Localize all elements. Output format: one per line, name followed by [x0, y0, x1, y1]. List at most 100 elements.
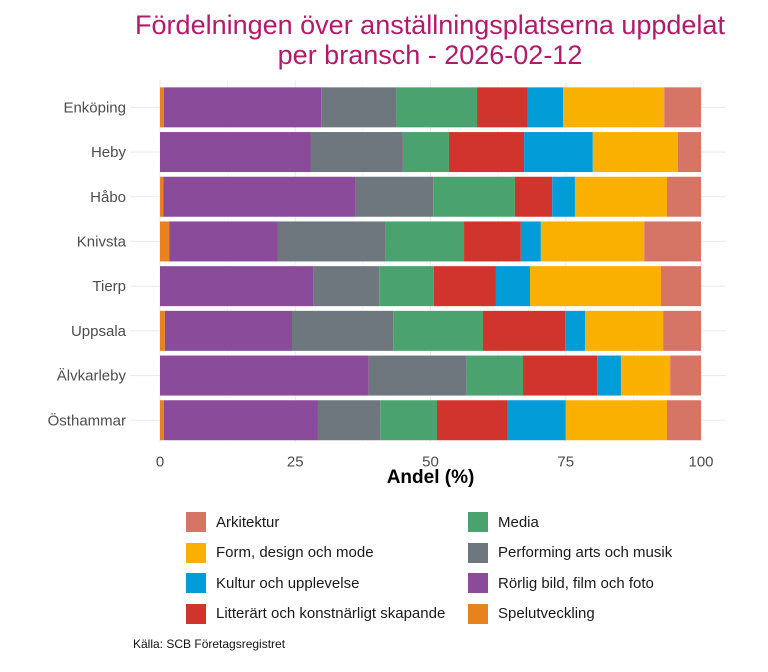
bar-segment [163, 400, 318, 441]
legend-swatch [186, 512, 206, 532]
legend-label: Spelutveckling [498, 605, 595, 622]
bar-segment [368, 355, 467, 396]
bar-segment [292, 310, 394, 351]
legend-item: Performing arts och musik [468, 542, 672, 564]
bar-segment [540, 221, 645, 262]
bar-segment [448, 132, 525, 173]
bar-segment [523, 355, 598, 396]
y-tick-label: Uppsala [71, 323, 127, 340]
bar-segment [670, 355, 701, 396]
legend-swatch [186, 542, 206, 563]
bar-segment [433, 176, 515, 217]
y-axis-labels: Enköping Heby Håbo Knivsta Tierp Uppsala Älvka… [48, 99, 127, 429]
bar-segment [379, 266, 434, 307]
bar-segment [514, 176, 553, 217]
bar-segment [530, 266, 661, 307]
legend-swatch [186, 603, 206, 624]
bar-segment [385, 221, 465, 262]
x-tick-label: 25 [287, 454, 304, 471]
bar-segment [393, 310, 483, 351]
bars [160, 87, 701, 441]
bar-segment [160, 87, 164, 128]
bar-segment [663, 310, 701, 351]
bar-segment [169, 221, 278, 262]
legend-item: Rörlig bild, film och foto [468, 572, 654, 594]
bar-segment [527, 87, 564, 128]
bar-segment [574, 176, 667, 217]
chart-title: Fördelningen över anställningsplatserna … [130, 10, 730, 70]
x-tick-label: 0 [156, 454, 164, 471]
bar-segment [396, 87, 478, 128]
legend-label: Media [498, 513, 539, 531]
y-tick-label: Heby [91, 144, 127, 161]
y-tick-label: Håbo [90, 189, 126, 206]
bar-segment [563, 87, 665, 128]
y-tick-label: Knivsta [77, 233, 127, 250]
bar-segment [495, 266, 531, 307]
legend-item: Spelutveckling [468, 603, 595, 625]
legend-label: Form, design och mode [216, 544, 374, 561]
bar-segment [163, 176, 356, 217]
bar-segment [310, 132, 403, 173]
x-tick-label: 100 [688, 454, 713, 471]
bar-segment [402, 132, 449, 173]
bar-segment [355, 176, 434, 217]
bar-segment [524, 132, 593, 173]
bar-segment [433, 266, 496, 307]
bar-segment [664, 87, 701, 128]
bar-segment [644, 221, 701, 262]
chart-title-line-2: per bransch - 2026-02-12 [277, 40, 583, 70]
bar-segment [620, 355, 671, 396]
legend-label: Arkitektur [216, 513, 280, 531]
legend-swatch [468, 512, 488, 532]
bar-segment [520, 221, 541, 262]
legend-item: Kultur och upplevelse [186, 572, 359, 594]
bar-segment [592, 132, 678, 173]
bar-segment [160, 310, 165, 351]
bar-segment [160, 132, 311, 173]
legend-swatch [186, 573, 206, 593]
bar-segment [597, 355, 621, 396]
bar-segment [160, 400, 164, 441]
legend-label: Litterärt och konstnärligt skapande [216, 605, 446, 622]
y-tick-label: Älvkarleby [57, 368, 127, 385]
legend-item: Litterärt och konstnärligt skapande [186, 603, 445, 625]
bar-segment [565, 400, 667, 441]
source-note: Källa: SCB Företagsregistret [133, 637, 286, 651]
legend-swatch [468, 603, 488, 624]
bar-segment [436, 400, 508, 441]
y-tick-label: Östhammar [48, 411, 126, 429]
legend-item: Media [468, 511, 539, 533]
bar-segment [317, 400, 381, 441]
bar-segment [477, 87, 528, 128]
x-axis-labels: 0 25 50 75 100 [156, 454, 714, 471]
bar-segment [666, 400, 701, 441]
bar-segment [277, 221, 386, 262]
x-tick-label: 50 [422, 454, 439, 471]
bar-segment [321, 87, 397, 128]
bar-segment [464, 221, 521, 262]
legend-swatch [468, 542, 488, 563]
bar-segment [163, 87, 322, 128]
bar-segment [164, 310, 293, 351]
bar-segment [160, 221, 170, 262]
bar-segment [677, 132, 701, 173]
y-tick-label: Enköping [63, 99, 126, 116]
bar-segment [160, 266, 314, 307]
legend-label: Performing arts och musik [498, 544, 673, 561]
bar-segment [666, 176, 701, 217]
legend-item: Arkitektur [186, 511, 279, 533]
legend-item: Form, design och mode [186, 542, 374, 564]
legend-label: Kultur och upplevelse [216, 574, 360, 592]
legend-swatch [468, 573, 488, 593]
bar-segment [552, 176, 575, 217]
bar-segment [466, 355, 524, 396]
bar-segment [160, 176, 164, 217]
x-tick-label: 75 [557, 454, 574, 471]
legend-label: Rörlig bild, film och foto [498, 574, 654, 592]
bar-segment [660, 266, 701, 307]
bar-segment [313, 266, 380, 307]
y-tick-label: Tierp [92, 278, 126, 295]
x-axis-title: Andel (%) [386, 467, 475, 488]
